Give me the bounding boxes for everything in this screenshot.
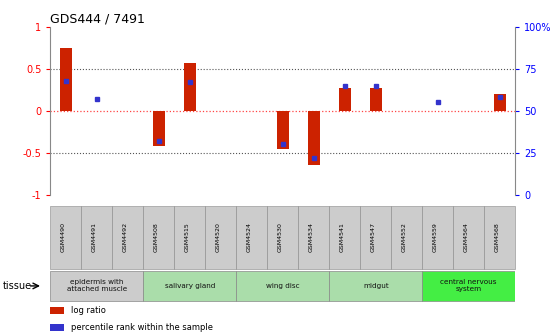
Bar	[81, 206, 113, 269]
Bar	[50, 271, 143, 301]
Text: percentile rank within the sample: percentile rank within the sample	[71, 323, 213, 332]
Text: salivary gland: salivary gland	[165, 283, 215, 289]
Text: GSM4515: GSM4515	[185, 222, 190, 252]
Text: GSM4534: GSM4534	[309, 222, 314, 252]
Bar	[391, 206, 422, 269]
Text: tissue: tissue	[3, 281, 32, 291]
Text: GSM4524: GSM4524	[247, 222, 252, 252]
Text: epidermis with
attached muscle: epidermis with attached muscle	[67, 280, 127, 292]
Bar	[143, 271, 236, 301]
Text: GSM4552: GSM4552	[402, 222, 407, 252]
Bar	[60, 48, 72, 111]
Bar	[153, 111, 165, 146]
Text: wing disc: wing disc	[266, 283, 300, 289]
Bar	[277, 111, 289, 149]
Text: GSM4559: GSM4559	[433, 222, 438, 252]
Text: GSM4530: GSM4530	[278, 222, 283, 252]
Text: GSM4490: GSM4490	[61, 222, 66, 252]
Bar	[267, 206, 298, 269]
Bar	[307, 111, 320, 166]
Bar	[329, 271, 422, 301]
Text: central nervous
system: central nervous system	[441, 280, 497, 292]
Bar	[298, 206, 329, 269]
Bar	[50, 307, 64, 314]
Bar	[50, 206, 81, 269]
Text: GDS444 / 7491: GDS444 / 7491	[50, 13, 145, 26]
Text: GSM4564: GSM4564	[464, 222, 469, 252]
Text: log ratio: log ratio	[71, 306, 106, 315]
Bar	[453, 206, 484, 269]
Bar	[422, 271, 515, 301]
Bar	[174, 206, 206, 269]
Bar	[484, 206, 515, 269]
Bar	[370, 88, 382, 111]
Text: midgut: midgut	[363, 283, 389, 289]
Bar	[236, 271, 329, 301]
Text: GSM4492: GSM4492	[123, 222, 128, 252]
Bar	[329, 206, 360, 269]
Bar	[184, 63, 196, 111]
Bar	[339, 88, 351, 111]
Text: GSM4547: GSM4547	[371, 222, 376, 252]
Bar	[360, 206, 391, 269]
Text: GSM4508: GSM4508	[154, 222, 159, 252]
Bar	[493, 94, 506, 111]
Text: GSM4541: GSM4541	[340, 222, 345, 252]
Bar	[236, 206, 267, 269]
Bar	[50, 324, 64, 331]
Bar	[422, 206, 453, 269]
Text: GSM4520: GSM4520	[216, 222, 221, 252]
Text: GSM4491: GSM4491	[92, 222, 97, 252]
Text: GSM4568: GSM4568	[494, 222, 500, 252]
Bar	[113, 206, 143, 269]
Bar	[206, 206, 236, 269]
Bar	[143, 206, 174, 269]
